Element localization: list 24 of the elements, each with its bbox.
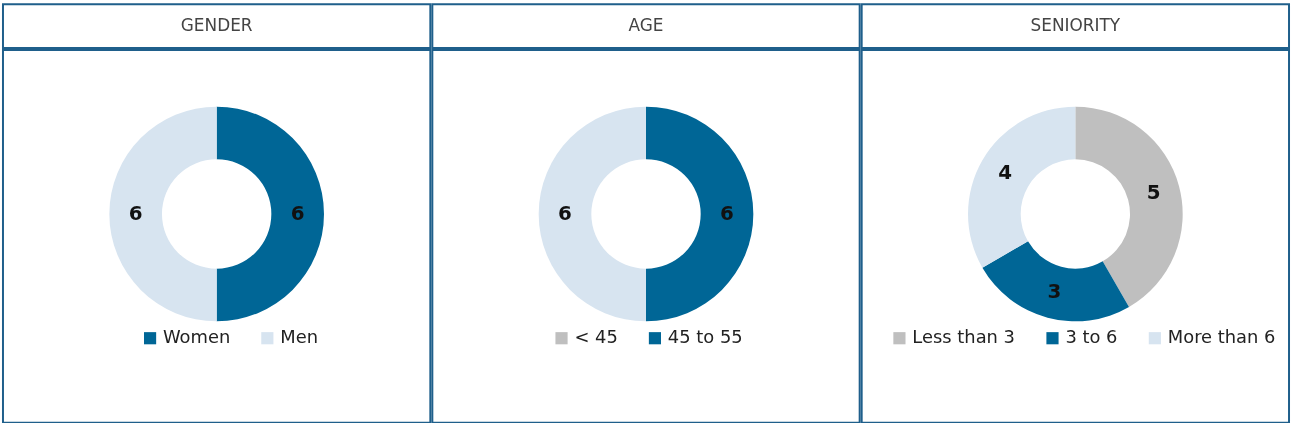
data-label: 3 (1047, 280, 1062, 304)
chart-title: GENDER (180, 15, 253, 36)
legend-label: < 45 (574, 326, 618, 348)
data-label: 4 (998, 161, 1013, 185)
donut-slice (538, 106, 646, 322)
legend-label: Less than 3 (912, 326, 1015, 348)
donut-slice (982, 241, 1130, 322)
donut-slice (1075, 106, 1183, 307)
data-label: 6 (290, 201, 305, 225)
legend-label: 45 to 55 (667, 326, 743, 348)
chart-title: SENIORITY (1030, 15, 1121, 36)
donut-slice (216, 106, 324, 322)
donut-slice (109, 106, 217, 322)
legend-label: Men (280, 326, 319, 348)
data-label: 6 (128, 201, 143, 225)
legend-label: More than 6 (1167, 326, 1276, 348)
chart-title: AGE (628, 15, 664, 36)
data-label: 5 (1146, 180, 1161, 204)
donut-slice (646, 106, 754, 322)
data-label: 6 (558, 201, 572, 225)
data-label: 6 (720, 201, 734, 225)
legend-label: 3 to 6 (1065, 326, 1118, 348)
donut-slice (968, 106, 1076, 268)
legend-label: Women (162, 326, 231, 348)
